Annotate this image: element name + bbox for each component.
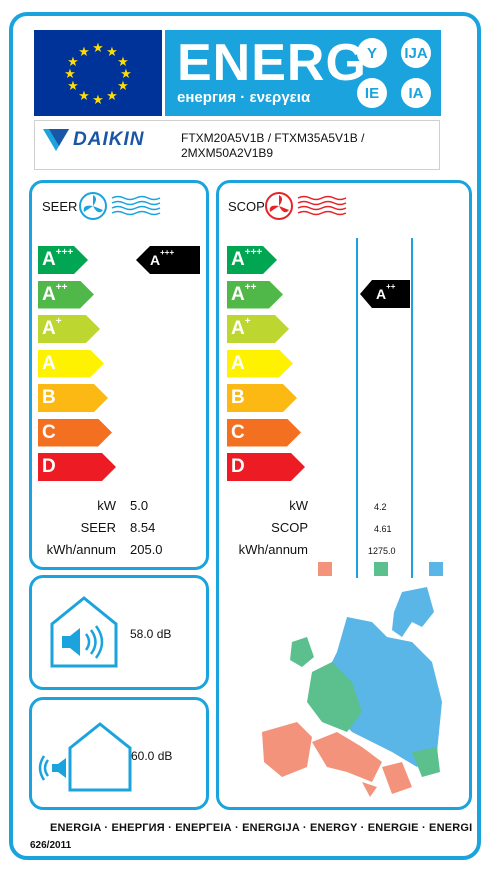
eu-flag-icon: ★ ★ ★ ★ ★ ★ ★ ★ ★ ★ ★ ★ [34,30,162,116]
suffix-y: Y [357,38,387,68]
scop-class-letter: A [231,249,245,270]
seer-class-6: C [38,418,112,447]
seer-seer-label: SEER [80,520,116,535]
seer-rating-arrow: A+++ [136,246,200,274]
energy-title: ENERG [177,34,367,92]
footer-regulation: 626/2011 [30,840,72,851]
svg-text:★: ★ [117,79,129,94]
heating-fan-icon [264,190,354,227]
seer-class-plus: + [55,316,62,327]
outdoor-noise-icon [36,718,132,799]
daikin-logo-icon [43,129,69,151]
average-climate-swatch [374,562,388,576]
indoor-noise-panel [29,575,209,690]
scop-rating-arrow: A++ [360,280,410,308]
seer-class-5: B [38,384,108,412]
seer-rating-base: A [150,252,161,268]
svg-text:★: ★ [106,45,118,60]
scop-class-3: A+ [227,315,289,343]
seer-class-letter: D [42,456,56,477]
scop-title: SCOP [228,199,265,214]
scop-class-letter: A [231,283,245,305]
seer-class-letter: A [42,249,56,270]
outdoor-noise-value: 60.0 dB [131,749,173,763]
seer-annual-label: kWh/annum [46,542,116,557]
seer-class-3: A+ [38,315,100,343]
scop-class-plus: + [244,316,251,327]
scop-class-5: B [227,384,297,412]
scop-class-plus: ++ [244,281,257,293]
warmer-climate-swatch [318,562,332,576]
energy-header: ENERG енергия · ενεργεια Y IJA IE IA [165,30,441,116]
svg-text:★: ★ [64,67,76,82]
scop-class-letter: D [231,456,245,477]
seer-class-4: A [38,349,104,378]
suffix-ia: IA [401,78,431,108]
suffix-ie: IE [357,78,387,108]
scop-rating-base: A [376,286,387,302]
scop-class-letter: B [231,387,245,408]
seer-class-letter: B [42,387,56,408]
scop-scop-value: 4.61 [374,524,392,534]
climate-divider-2 [411,238,413,578]
colder-climate-swatch [429,562,443,576]
cooling-fan-icon [78,190,168,227]
svg-text:★: ★ [78,45,90,60]
seer-kw-value: 5.0 [130,498,149,513]
scop-kw-label: kW [289,498,308,513]
seer-annual-value: 205.0 [130,542,163,557]
energy-subtitle: енергия · ενεργεια [177,89,311,106]
scop-rating-sup: ++ [386,282,396,291]
svg-text:★: ★ [67,55,79,70]
scop-annual-value: 1275.0 [368,546,396,556]
scop-class-6: C [227,418,301,447]
svg-text:★: ★ [106,89,118,104]
scop-annual-label: kWh/annum [238,542,308,557]
seer-class-7: D [38,453,116,481]
seer-class-plus: +++ [55,247,74,258]
seer-kw-label: kW [97,498,116,513]
scop-class-letter: A [231,352,245,374]
svg-text:★: ★ [120,67,132,82]
scop-kw-value: 4.2 [374,502,387,512]
seer-title: SEER [42,199,78,214]
climate-divider-1 [356,238,358,578]
svg-text:★: ★ [67,79,79,94]
models-line-2: 2MXM50A2V1B9 [181,146,274,160]
model-numbers: FTXM20A5V1B / FTXM35A5V1B / 2MXM50A2V1B9 [181,131,364,161]
scop-scop-label: SCOP [271,520,308,535]
seer-class-letter: A [42,352,56,374]
scop-class-letter: A [231,318,245,339]
footer-energy-line: ENERGIA · ЕНЕРГИЯ · ΕΝΕΡΓΕΙΑ · ENERGIJA … [50,822,473,834]
svg-text:★: ★ [92,93,104,108]
scop-class-plus: +++ [244,247,263,258]
seer-rating-sup: +++ [160,248,175,257]
seer-class-letter: A [42,283,56,305]
indoor-noise-value: 58.0 dB [130,627,172,641]
svg-text:★: ★ [117,55,129,70]
scop-class-7: D [227,453,305,481]
indoor-noise-icon [48,594,120,675]
models-line-1: FTXM20A5V1B / FTXM35A5V1B / [181,131,365,145]
seer-class-letter: C [42,421,56,443]
seer-class-letter: A [42,318,56,339]
seer-seer-value: 8.54 [130,520,156,535]
svg-text:★: ★ [78,89,90,104]
svg-text:★: ★ [92,41,104,56]
brand-logo: DAIKIN [43,129,144,151]
label-frame [9,12,481,860]
scop-class-4: A [227,349,293,378]
scop-class-2: A++ [227,280,283,309]
europe-climate-map [252,582,452,807]
scop-class-letter: C [231,421,245,443]
brand-row: DAIKIN FTXM20A5V1B / FTXM35A5V1B / 2MXM5… [34,120,440,170]
suffix-ija: IJA [401,38,431,68]
brand-name: DAIKIN [73,129,145,150]
seer-class-plus: ++ [55,281,68,293]
